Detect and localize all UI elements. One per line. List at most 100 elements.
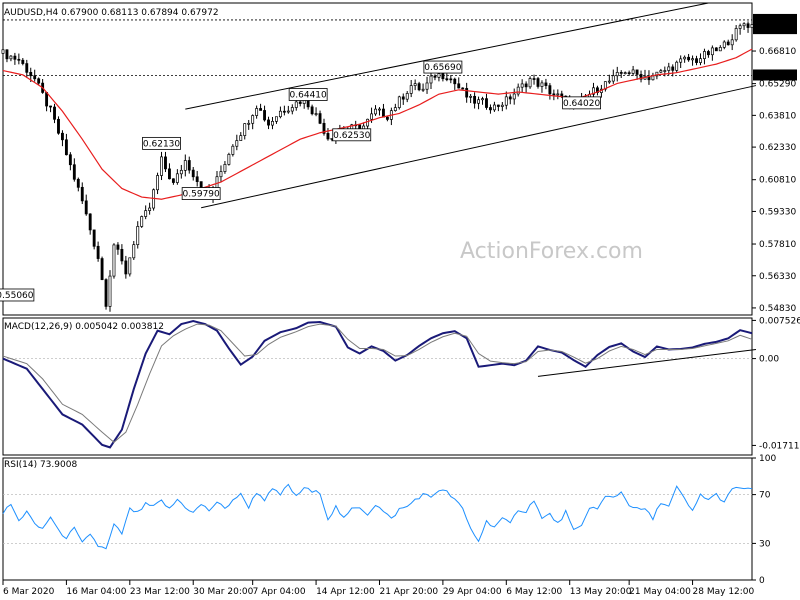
- candle-body: [425, 82, 429, 90]
- candle-body: [492, 104, 496, 111]
- price-annotation-label: 0.62130: [143, 139, 180, 149]
- candle-body: [278, 110, 282, 118]
- candle-body: [179, 169, 183, 175]
- candle-body: [619, 72, 623, 74]
- candle-body: [496, 104, 500, 107]
- price-tag-label: 0.65670: [757, 71, 794, 81]
- candle-body: [263, 110, 266, 121]
- candle-body: [61, 132, 64, 141]
- main-chart-header: AUDUSD,H4 0.67900 0.68113 0.67894 0.6797…: [4, 8, 219, 18]
- candle-body: [477, 99, 480, 104]
- candle-body: [445, 78, 449, 81]
- candle-body: [627, 72, 631, 75]
- candle-body: [140, 216, 144, 227]
- candle-body: [76, 178, 80, 188]
- candle-body: [120, 249, 124, 262]
- candle-body: [144, 210, 148, 217]
- candle-body: [663, 70, 667, 72]
- candle-body: [544, 82, 548, 86]
- time-axis-label: 29 Apr 04:00: [443, 587, 502, 597]
- price-annotation-box: [562, 96, 601, 110]
- candle-body: [326, 133, 330, 140]
- candle-body: [413, 83, 417, 86]
- candle-body: [195, 176, 199, 182]
- candle-body: [706, 51, 710, 56]
- candle-body: [310, 106, 314, 115]
- candle-body: [639, 74, 643, 80]
- candle-body: [528, 78, 532, 88]
- macd-axis-label: -0.017112: [759, 441, 800, 451]
- candle-body: [667, 66, 671, 71]
- candle-body: [314, 113, 318, 115]
- candle-body: [378, 108, 381, 111]
- candle-body: [68, 154, 72, 166]
- macd-trend-line: [537, 348, 757, 377]
- candle-body: [290, 107, 294, 112]
- candle-body: [703, 51, 706, 59]
- candle-body: [651, 75, 655, 81]
- candle-body: [13, 55, 17, 60]
- candle-body: [465, 88, 469, 98]
- rsi-axis-label: 70: [759, 491, 771, 501]
- candle-body: [607, 80, 611, 83]
- candle-body: [322, 122, 326, 134]
- candle-body: [540, 82, 544, 87]
- price-annotation-box: [0, 288, 35, 302]
- price-axis-label: 0.62330: [759, 143, 796, 153]
- price-tag-box: [753, 13, 797, 25]
- candle-body: [227, 154, 231, 165]
- price-annotation-label: 0.62530: [333, 131, 370, 141]
- candle-body: [524, 83, 528, 88]
- macd-signal-line: [2, 323, 753, 443]
- candle-body: [520, 83, 524, 88]
- candle-body: [461, 87, 465, 90]
- channel-line: [185, 2, 709, 110]
- candle-body: [164, 156, 167, 170]
- candle-body: [25, 63, 29, 73]
- candle-body: [469, 95, 473, 98]
- candle-body: [136, 226, 140, 246]
- candle-body: [160, 156, 163, 176]
- candle-body: [33, 75, 37, 80]
- candle-body: [489, 107, 492, 111]
- time-axis-label: 14 Apr 12:00: [316, 587, 375, 597]
- candle-body: [699, 58, 702, 63]
- time-axis-label: 28 May 12:00: [693, 587, 755, 597]
- time-axis-label: 6 May 12:00: [506, 587, 562, 597]
- candle-body: [393, 107, 397, 112]
- price-axis-label: 0.66810: [759, 47, 796, 57]
- candle-body: [671, 66, 675, 71]
- price-annotation-label: 0.64410: [290, 90, 327, 100]
- candle-body: [239, 135, 243, 141]
- candle-body: [512, 93, 516, 100]
- candle-body: [504, 96, 508, 106]
- candle-body: [556, 93, 560, 96]
- candle-body: [687, 56, 691, 61]
- price-axis-label: 0.59330: [759, 207, 796, 217]
- candle-body: [21, 59, 25, 64]
- candle-body: [441, 73, 445, 80]
- candle-body: [536, 78, 540, 87]
- candle-body: [631, 69, 635, 74]
- candle-body: [485, 98, 488, 108]
- candle-body: [417, 83, 421, 91]
- price-axis-label: 0.54830: [759, 304, 796, 314]
- candle-body: [156, 175, 159, 191]
- candle-body: [187, 160, 191, 171]
- candle-body: [675, 61, 679, 71]
- price-annotation-label: 0.65690: [424, 63, 461, 73]
- candle-body: [382, 108, 385, 118]
- candle-body: [298, 101, 302, 104]
- candle-body: [409, 85, 413, 94]
- candle-body: [714, 47, 718, 52]
- candle-body: [718, 47, 722, 52]
- candle-body: [183, 160, 187, 171]
- candle-body: [100, 258, 104, 281]
- time-axis-label: 30 Mar 20:00: [193, 587, 253, 597]
- candle-body: [385, 116, 389, 120]
- time-axis-label: 6 Mar 2020: [3, 587, 55, 597]
- price-tag-label: 0.68260: [757, 16, 794, 26]
- candle-body: [148, 207, 152, 211]
- candle-body: [168, 168, 171, 180]
